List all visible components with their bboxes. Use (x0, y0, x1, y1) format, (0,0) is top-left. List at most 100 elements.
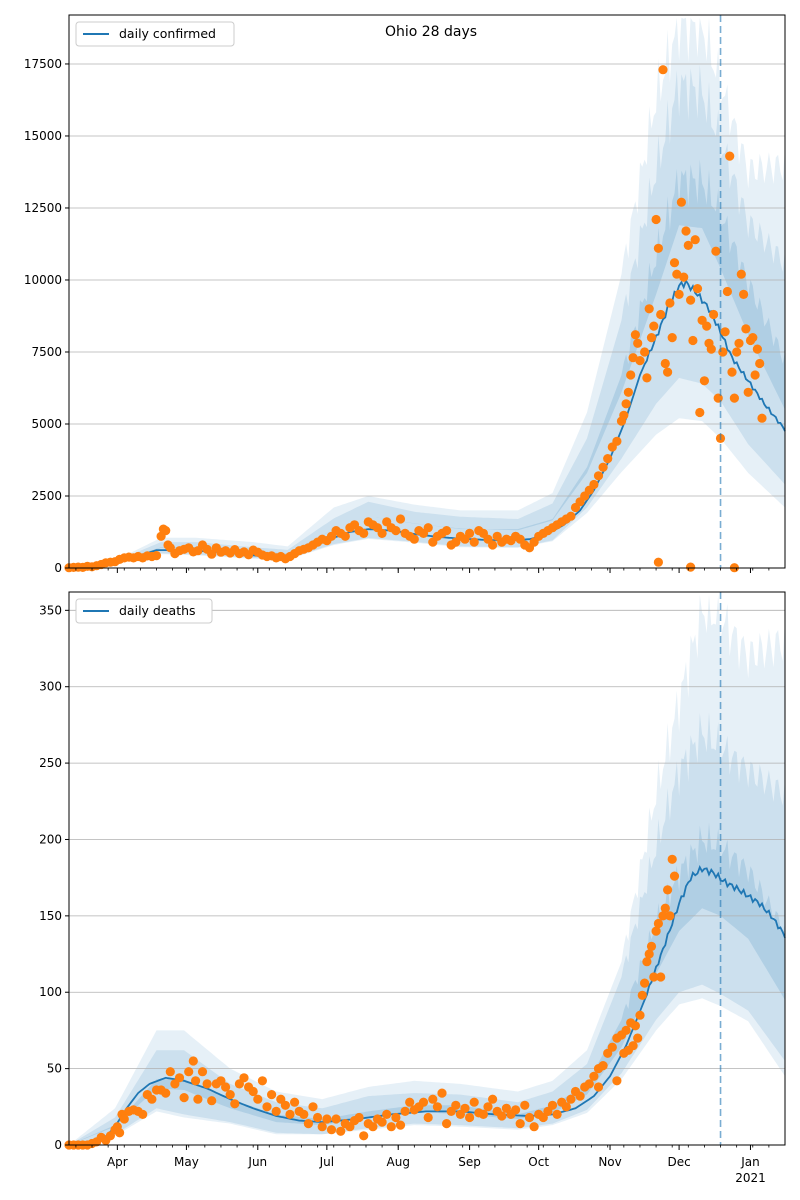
observed-point (308, 1102, 318, 1112)
observed-point (520, 1100, 530, 1110)
x-month-label: Jan (740, 1155, 760, 1169)
observed-point (612, 436, 622, 446)
confirmed-x-ticks (75, 568, 770, 573)
observed-point (359, 528, 369, 539)
observed-point (151, 551, 162, 561)
observed-point (653, 918, 664, 929)
observed-point (460, 1103, 470, 1113)
observed-point (179, 1093, 189, 1103)
observed-point (725, 151, 735, 161)
observed-point (651, 214, 661, 225)
observed-point (423, 1112, 433, 1123)
observed-point (299, 1109, 309, 1119)
observed-point (718, 347, 728, 357)
observed-point (515, 1119, 525, 1129)
observed-point (727, 367, 737, 377)
observed-point (709, 309, 719, 320)
observed-point (313, 1112, 323, 1123)
daily-confirmed-panel: 0 2500 5000 7500 10000 12500 15000 17500 Ohio 2… (24, 14, 786, 575)
observed-point (207, 1096, 217, 1106)
observed-point (646, 941, 657, 952)
observed-point (642, 373, 652, 383)
observed-point (695, 407, 705, 418)
observed-point (524, 1112, 535, 1123)
observed-point (653, 557, 664, 567)
observed-point (667, 333, 677, 343)
y-tick-label: 15000 (24, 129, 62, 143)
observed-point (174, 1073, 185, 1083)
y-tick-label: 2500 (31, 489, 62, 503)
deaths-axes-frame (68, 591, 786, 1146)
observed-point (184, 1067, 194, 1077)
observed-point (488, 540, 498, 550)
observed-point (317, 1122, 327, 1132)
observed-point (478, 1109, 488, 1119)
observed-point (623, 387, 634, 397)
observed-point (386, 1122, 396, 1132)
legend-box (75, 598, 213, 624)
observed-point (191, 1076, 201, 1086)
observed-point (729, 393, 740, 403)
y-tick-label: 7500 (31, 345, 62, 359)
observed-point (633, 1033, 643, 1043)
x-month-label: Jun (247, 1155, 267, 1169)
observed-point (640, 347, 650, 357)
observed-point (225, 1090, 235, 1100)
observed-point (674, 289, 684, 299)
observed-point (547, 1100, 558, 1110)
observed-point (584, 1079, 594, 1089)
confirmed-confidence-bands (69, 17, 785, 569)
observed-point (336, 1126, 346, 1136)
observed-point (660, 903, 670, 913)
observed-point (720, 327, 730, 337)
observed-point (644, 304, 654, 314)
observed-point (651, 926, 661, 936)
observed-point (732, 347, 742, 357)
observed-point (115, 1128, 125, 1138)
observed-point (465, 528, 475, 539)
observed-point (686, 562, 696, 572)
observed-point (711, 246, 721, 256)
observed-point (755, 358, 765, 369)
observed-point (326, 1125, 337, 1135)
observed-point (646, 333, 657, 343)
observed-point (676, 197, 687, 207)
observed-point (395, 1120, 406, 1130)
x-year-label: 2021 (735, 1171, 766, 1185)
observed-point (202, 1079, 212, 1089)
observed-point (119, 1114, 129, 1124)
deaths-legend: daily deaths (75, 598, 213, 624)
observed-point (188, 1056, 198, 1066)
observed-point (644, 949, 654, 959)
observed-point (442, 1119, 452, 1129)
observed-point (649, 972, 659, 982)
observed-point (239, 1073, 249, 1083)
observed-point (391, 526, 401, 536)
deaths-model-line (68, 865, 786, 1146)
observed-point (607, 1042, 617, 1052)
observed-point (147, 1094, 157, 1104)
observed-point (442, 526, 452, 536)
daily-deaths-panel: 0 50 100 150 200 250 300 350 Apr May Jun Jul Aug Sep… (39, 591, 786, 1185)
observed-point (248, 1086, 258, 1097)
observed-point (612, 1076, 622, 1086)
observed-point (686, 295, 696, 305)
legend-box (75, 21, 235, 47)
observed-point (382, 1109, 392, 1119)
observed-point (221, 1082, 231, 1092)
observed-point (663, 885, 673, 895)
observed-point (741, 324, 751, 334)
confidence-band-2 (69, 712, 785, 1145)
observed-point (290, 1097, 300, 1107)
observed-point (628, 353, 638, 363)
observed-point (589, 1071, 599, 1081)
x-month-label: Nov (598, 1155, 621, 1169)
observed-point (630, 330, 641, 340)
x-month-label: Aug (387, 1155, 410, 1169)
observed-point (377, 1117, 387, 1127)
observed-point (161, 526, 171, 536)
y-tick-label: 350 (39, 603, 62, 617)
y-tick-label: 0 (54, 561, 62, 575)
observed-point (510, 1105, 521, 1115)
observed-point (230, 1099, 240, 1109)
